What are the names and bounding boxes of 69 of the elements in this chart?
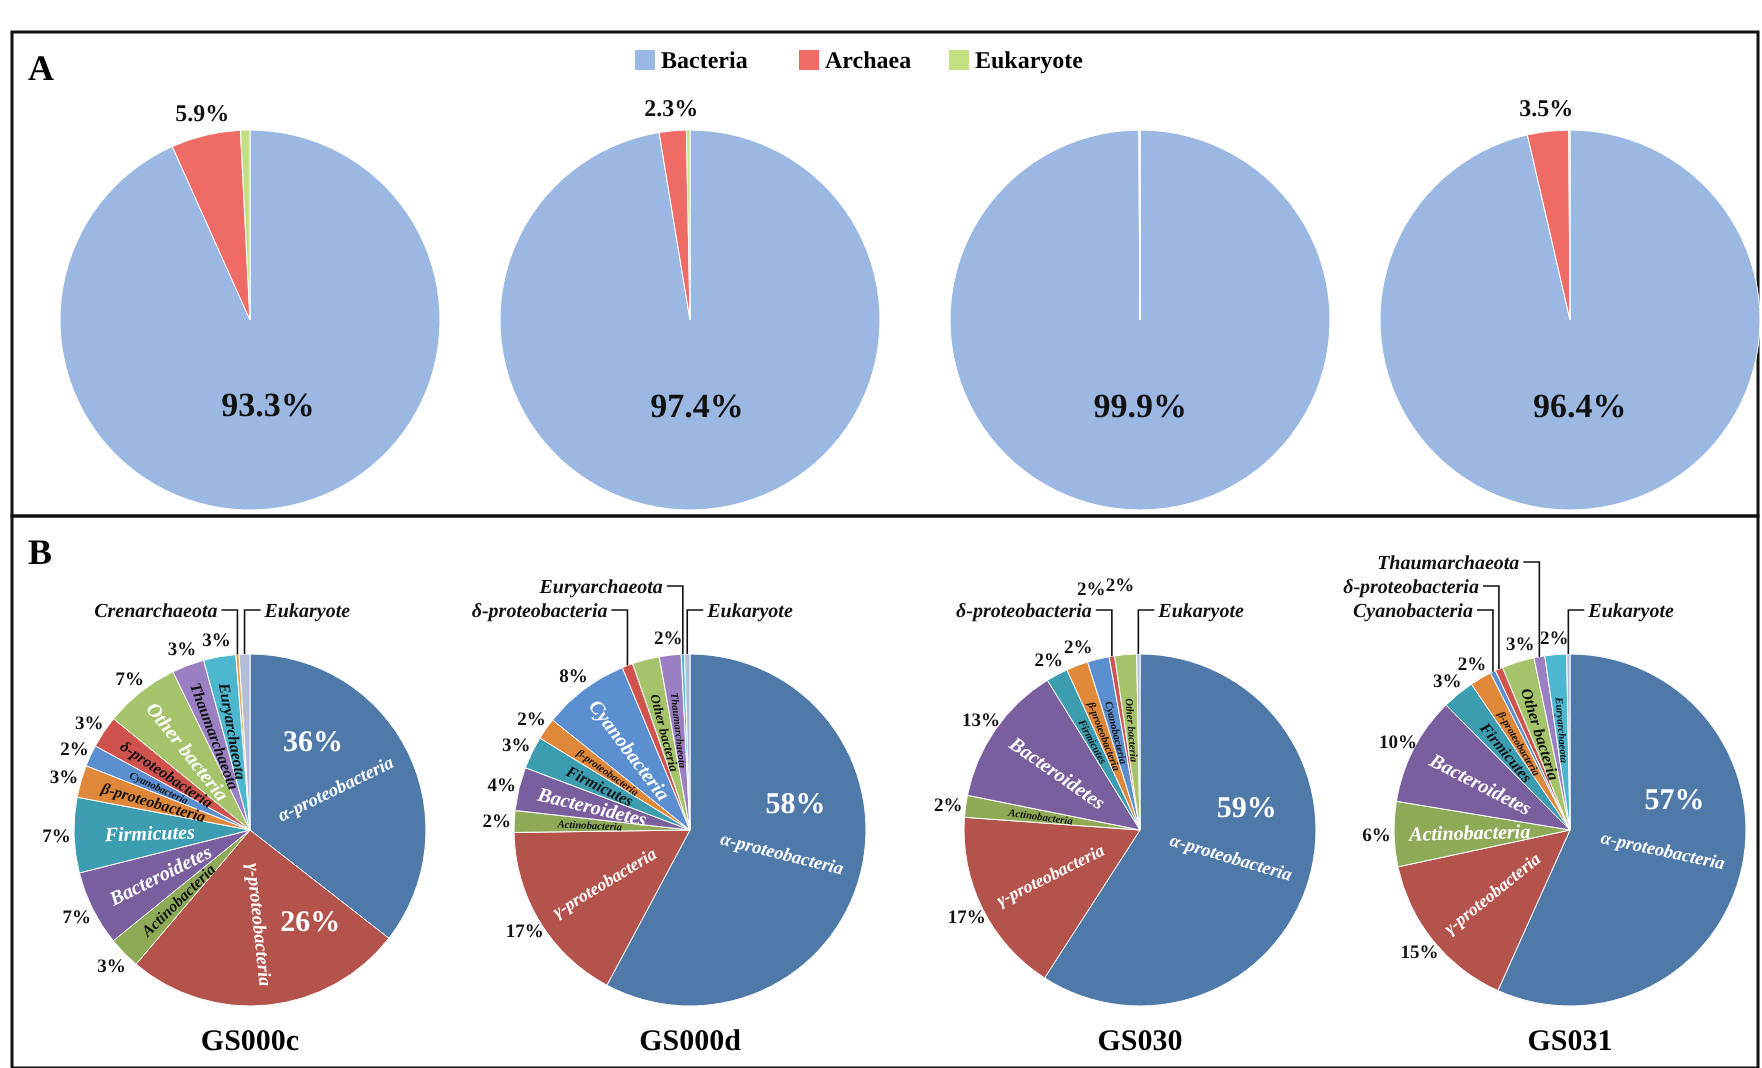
data-label: 3% [501, 737, 531, 758]
data-label: 2% [482, 813, 511, 834]
data-label: 3% [202, 631, 231, 652]
data-label: 2% [60, 740, 89, 761]
text: GS000c [200, 1026, 300, 1058]
slice-label: Actinobacteria [1406, 821, 1531, 847]
slice-label: Thaumarchaeota [1377, 553, 1520, 575]
data-label: 3% [49, 769, 79, 790]
data-label: 2% [1034, 651, 1063, 672]
legend-label: Eukaryote [975, 46, 1085, 75]
text: A [28, 48, 54, 88]
data-label: 58% [765, 789, 826, 822]
data-label: 13% [962, 712, 1001, 733]
slice-label: Eukaryote [1156, 601, 1246, 623]
data-label: 2% [1457, 655, 1487, 676]
data-label: 3% [1505, 635, 1535, 656]
pie-slice [59, 129, 441, 511]
data-label: 6% [1362, 827, 1391, 848]
data-label: 2% [1540, 629, 1569, 650]
data-label: 2% [933, 796, 963, 817]
data-label: 4% [487, 777, 517, 798]
data-label: 59% [1216, 793, 1277, 826]
slice-label: Firmicutes [102, 822, 196, 848]
data-label: 3% [167, 641, 197, 662]
legend-label: Archaea [825, 46, 912, 75]
data-label: 3% [1432, 673, 1462, 694]
data-label: 3% [74, 714, 104, 735]
data-label: 2% [1076, 581, 1106, 602]
data-label: 8% [559, 667, 588, 688]
text: GS031 [1527, 1026, 1613, 1058]
data-label: 17% [947, 909, 986, 930]
slice-label: Euryarchaeota [537, 577, 663, 599]
slice-label: δ-proteobacteria [1343, 577, 1479, 599]
data-label: 17% [505, 923, 544, 944]
data-label: 99.9% [1093, 387, 1188, 426]
slice-label: δ-proteobacteria [471, 601, 608, 623]
data-label: 36% [283, 727, 344, 760]
data-label: 7% [42, 828, 71, 849]
slice-label: Eukaryote [1586, 601, 1676, 623]
data-label: 2% [1105, 577, 1135, 598]
text: B [28, 532, 53, 572]
data-label: 15% [1400, 944, 1439, 965]
pie-slice [499, 129, 881, 511]
data-label: 26% [280, 907, 341, 940]
slice-label: Crenarchaeota [94, 601, 218, 623]
data-label: 3.5% [1519, 94, 1574, 123]
data-label: 3% [97, 957, 126, 978]
data-label: 2% [1063, 639, 1093, 660]
slice-label: Cyanobacteria [1352, 601, 1473, 623]
data-label: 7% [62, 909, 92, 930]
data-label: 2% [653, 630, 683, 651]
data-label: 10% [1378, 733, 1417, 754]
data-label: 5.9% [175, 98, 230, 127]
slice-label: δ-proteobacteria [956, 601, 1092, 623]
pie-slice [1379, 129, 1761, 511]
slice-label: γ-proteobacteria [242, 862, 276, 988]
slice-label: Eukaryote [262, 601, 352, 623]
legend-label: Bacteria [661, 46, 748, 75]
pie-slice [949, 129, 1331, 511]
data-label: 96.4% [1532, 386, 1627, 425]
data-label: 7% [115, 670, 145, 691]
text: GS030 [1097, 1026, 1183, 1058]
slice-label: Eukaryote [705, 601, 794, 623]
data-label: 2% [517, 711, 546, 732]
data-label: 2.3% [644, 93, 699, 122]
data-label: 57% [1644, 785, 1705, 818]
text: GS000d [639, 1026, 743, 1058]
data-label: 97.4% [650, 387, 744, 426]
data-label: 93.3% [221, 385, 315, 424]
